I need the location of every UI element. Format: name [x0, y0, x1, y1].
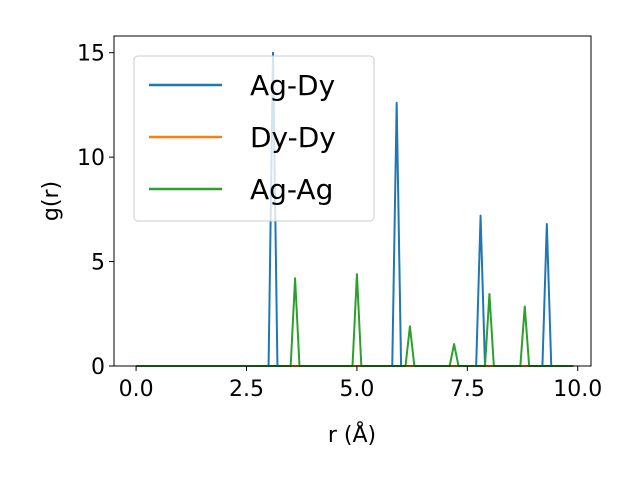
y-axis-label: g(r): [39, 181, 64, 221]
legend-label: Ag-Ag: [250, 173, 333, 206]
x-axis-label: r (Å): [328, 421, 376, 448]
legend-label: Dy-Dy: [250, 121, 336, 154]
y-tick-label: 15: [77, 42, 105, 67]
axes-frame: [113, 35, 592, 367]
y-tick-label: 10: [77, 146, 105, 171]
x-tick-label: 10.0: [553, 377, 602, 402]
legend-box: [133, 55, 375, 222]
legend-label: Ag-Dy: [250, 69, 335, 102]
y-tick-label: 5: [91, 251, 105, 276]
series-line-ag-ag: [136, 273, 574, 367]
x-axis-ticks: 0.0 2.5 5.0 7.5 10.0: [119, 366, 602, 402]
y-axis-ticks: 0 5 10 15: [77, 42, 114, 380]
x-tick-label: 0.0: [119, 377, 154, 402]
y-tick-label: 0: [91, 355, 105, 380]
x-tick-label: 2.5: [229, 377, 264, 402]
legend: Ag-Dy Dy-Dy Ag-Ag: [133, 55, 375, 222]
x-tick-label: 5.0: [339, 377, 374, 402]
x-tick-label: 7.5: [450, 377, 485, 402]
